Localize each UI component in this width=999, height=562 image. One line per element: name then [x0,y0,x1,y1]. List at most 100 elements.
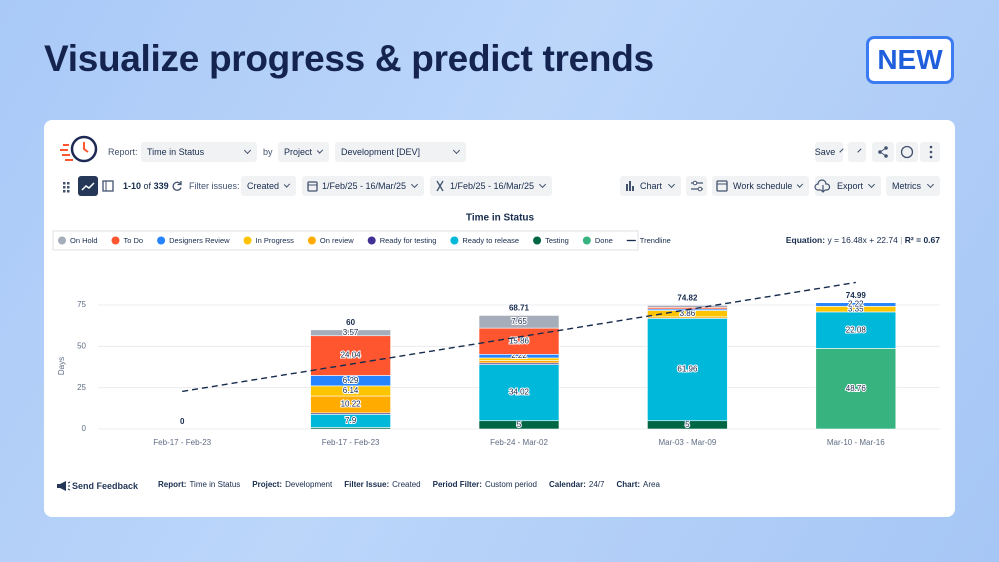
issue-total: 339 [153,181,169,191]
segment-label: 7.65 [511,317,527,326]
bar-segment [478,360,560,364]
legend-swatch [533,236,542,245]
bar-segment [815,348,897,430]
segment-label: 3.86 [680,309,696,318]
total-label: 74.82 [677,293,698,302]
legend-swatch [582,236,591,245]
legend-swatch [307,236,316,245]
legend-swatch [367,236,376,245]
period-icons [307,180,444,192]
total-label: 74.99 [846,291,867,300]
total-label: 60 [346,318,355,327]
of-label: of [143,181,152,191]
segment-label: 7.9 [345,416,357,425]
export-dropdown[interactable]: Export [815,176,881,196]
report-dropdown[interactable]: Time in Status [141,142,257,162]
summary-value: Development [285,480,333,489]
equation: Equation: y = 16.48x + 22.74 | R² = 0.67 [786,235,940,245]
equation-label: Equation: [786,235,825,245]
legend-label: To Do [124,236,144,245]
save-menu[interactable] [848,142,866,162]
equation-text: y = 16.48x + 22.74 [827,235,898,245]
settings-button[interactable] [686,176,707,196]
summary-item: Filter Issue: Created [344,480,420,489]
y-tick-label: 25 [77,383,86,392]
save-button[interactable]: Save [815,142,843,162]
y-tick-label: 50 [77,341,86,350]
summary-label: Report: [158,480,187,489]
bar-segment [815,302,897,307]
summary-item: Project: Development [252,480,332,489]
summary-label: Period Filter: [432,480,482,489]
y-tick-label: 0 [82,424,87,433]
bar-segment [647,305,728,308]
segment-label: 48.76 [846,384,867,393]
schedule-dropdown[interactable]: Work schedule [712,176,809,196]
segment-label: 24.04 [341,351,362,360]
summary-label: Calendar: [548,480,586,489]
report-summary: Report: Time in Status Project: Development… [158,480,660,489]
summary-value: Custom period [484,480,537,489]
summary-item: Period Filter: Custom period [433,480,537,489]
view-switch[interactable] [60,176,118,196]
button-icons [626,179,831,193]
summary-item: Report: Time in Status [158,480,240,489]
r-squared: R² = 0.67 [905,235,940,245]
share-button[interactable] [872,142,894,162]
segment-label: 6.14 [343,386,359,395]
toolbar-icons [878,145,933,159]
help-button[interactable] [896,142,918,162]
total-label: 68.71 [509,304,530,313]
segment-label: 2.22 [848,300,864,309]
segment-label: 5 [517,420,522,429]
y-axis-label: Days [57,357,66,375]
segment-label: 10.22 [341,400,362,409]
logo [60,135,98,163]
legend-label: On review [320,236,354,245]
x-tick-label: Feb-17 - Feb-23 [322,438,380,447]
segment-label: 2.22 [511,351,527,360]
feedback-icon [57,481,71,491]
bar-segment [647,318,728,422]
x-tick-label: Feb-24 - Mar-02 [490,438,548,447]
x-tick-label: Feb-17 - Feb-23 [153,438,211,447]
bar-segment [310,329,391,337]
legend-swatch [111,236,120,245]
segment-label: 3.35 [848,304,864,313]
filter-label: Filter issues: [189,181,240,191]
headline: Visualize progress & predict trends [44,38,654,79]
period-dropdown[interactable]: 1/Feb/25 - 16/Mar/25 [430,176,552,196]
x-tick-label: Mar-10 - Mar-16 [827,438,885,447]
summary-label: Chart: [616,480,641,489]
by-label: by [263,147,273,157]
metrics-dropdown[interactable]: Metrics [886,176,940,196]
legend-label: Trendline [640,236,671,245]
bar-segment [478,364,560,422]
legend-label: Done [595,236,613,245]
legend-label: Designers Review [169,236,230,245]
legend-label: In Progress [256,236,295,245]
chart: Time in Status Days Equation: y = 16.48x… [52,213,940,447]
filter-dropdown[interactable]: Created [241,176,296,196]
total-label: 0 [180,417,185,426]
legend-swatch [243,236,252,245]
summary-label: Project: [252,480,283,489]
chart-title: Time in Status [466,213,535,224]
segment-label: 5 [685,420,690,429]
segment-label: 15.86 [509,336,530,345]
feedback-link[interactable]: Send Feedback [72,481,139,491]
summary-value: Time in Status [189,480,241,489]
period-dropdown[interactable]: 1/Feb/25 - 16/Mar/25 [302,176,424,196]
x-tick-label: Mar-03 - Mar-09 [659,438,717,447]
legend-box [52,230,639,251]
group-dropdown[interactable]: Project [278,142,329,162]
legend-label: On Hold [70,236,98,245]
chart-dropdown[interactable]: Chart [620,176,681,196]
refresh-icon[interactable] [171,180,183,192]
segment-label: 34.02 [509,388,530,397]
bar-segment [478,315,560,329]
report-label: Report: [108,147,138,157]
project-dropdown[interactable]: Development [DEV] [335,142,466,162]
legend-swatch [58,236,66,245]
legend-swatch [450,236,459,245]
